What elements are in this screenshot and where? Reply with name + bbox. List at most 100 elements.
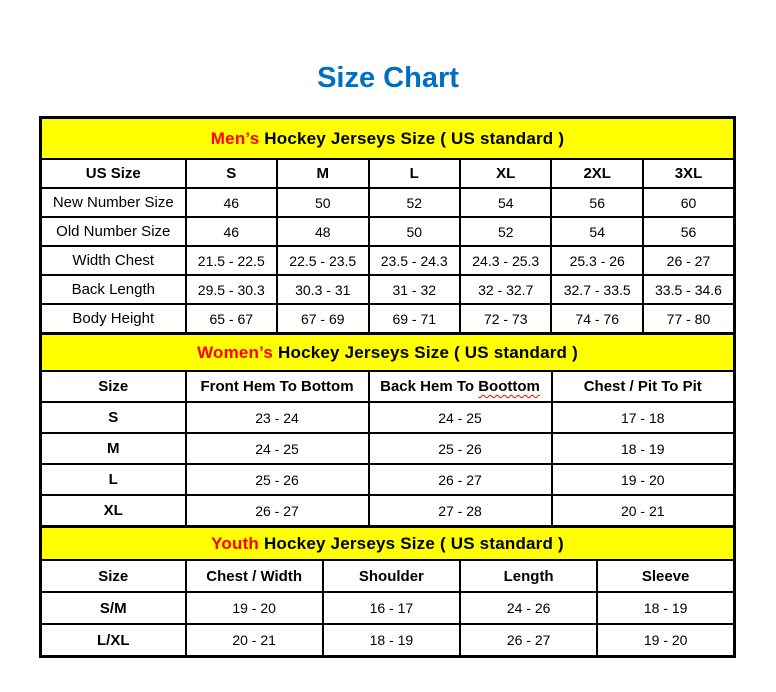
row-label: Old Number Size (39, 216, 187, 247)
size-value-cell: 50 (367, 216, 461, 247)
size-value-cell: 31 - 32 (367, 274, 461, 305)
mens-section-highlight: Men’s (210, 128, 260, 148)
youth-section-highlight: Youth (211, 533, 260, 553)
column-header: Sleeve (596, 559, 736, 593)
table-row: Body Height 65 - 67 67 - 69 69 - 71 72 - 73 7… (39, 303, 736, 335)
column-header: M (276, 158, 370, 189)
size-value-cell: 32.7 - 33.5 (550, 274, 644, 305)
row-label: L/XL (39, 623, 187, 658)
size-value-cell: 18 - 19 (596, 591, 736, 625)
size-value-cell: 52 (367, 187, 461, 218)
size-value-cell: 22.5 - 23.5 (276, 245, 370, 276)
column-header: Size (39, 370, 187, 403)
size-value-cell: 33.5 - 34.6 (641, 274, 736, 305)
page-title: Size Chart (317, 62, 459, 94)
table-row: S/M 19 - 20 16 - 17 24 - 26 18 - 19 (39, 591, 736, 625)
womens-size-table: Women’s Hockey Jerseys Size ( US standar… (39, 332, 736, 528)
youth-section-rest: Hockey Jerseys Size ( US standard ) (259, 533, 564, 553)
size-value-cell: 69 - 71 (367, 303, 461, 335)
size-value-cell: 25 - 26 (367, 432, 553, 465)
size-value-cell: 18 - 19 (550, 432, 736, 465)
youth-header-row: Size Chest / Width Shoulder Length Sleeve (39, 559, 736, 593)
mens-size-table: Men’s Hockey Jerseys Size ( US standard … (39, 116, 736, 335)
size-value-cell: 48 (276, 216, 370, 247)
table-row: Old Number Size 46 48 50 52 54 56 (39, 216, 736, 247)
table-row: New Number Size 46 50 52 54 56 60 (39, 187, 736, 218)
size-value-cell: 72 - 73 (458, 303, 553, 335)
table-row: XL 26 - 27 27 - 28 20 - 21 (39, 494, 736, 528)
row-label: Body Height (39, 303, 187, 335)
size-value-cell: 17 - 18 (550, 401, 736, 434)
size-value-cell: 46 (184, 216, 279, 247)
size-value-cell: 16 - 17 (321, 591, 462, 625)
column-header: Front Hem To Bottom (184, 370, 370, 403)
row-label: S (39, 401, 187, 434)
size-value-cell: 24 - 25 (367, 401, 553, 434)
size-value-cell: 23 - 24 (184, 401, 370, 434)
size-value-cell: 29.5 - 30.3 (184, 274, 279, 305)
womens-header-row: Size Front Hem To Bottom Back Hem To Boott… (39, 370, 736, 403)
mens-section-title: Men’s Hockey Jerseys Size ( US standard … (39, 116, 736, 160)
column-header: Back Hem To Boottom (367, 370, 553, 403)
size-value-cell: 23.5 - 24.3 (367, 245, 461, 276)
size-value-cell: 19 - 20 (184, 591, 324, 625)
size-value-cell: 54 (458, 187, 553, 218)
size-value-cell: 46 (184, 187, 279, 218)
size-value-cell: 56 (550, 187, 644, 218)
row-label: Width Chest (39, 245, 187, 276)
youth-size-table: Youth Hockey Jerseys Size ( US standard … (39, 525, 736, 658)
youth-section-title: Youth Hockey Jerseys Size ( US standard … (39, 525, 736, 561)
column-header: Shoulder (321, 559, 462, 593)
column-header: 3XL (641, 158, 736, 189)
table-row: Back Length 29.5 - 30.3 30.3 - 31 31 - 32 32… (39, 274, 736, 305)
size-value-cell: 26 - 27 (184, 494, 370, 528)
column-header: Size (39, 559, 187, 593)
size-value-cell: 24 - 25 (184, 432, 370, 465)
size-value-cell: 67 - 69 (276, 303, 370, 335)
womens-section-highlight: Women’s (197, 342, 274, 362)
size-value-cell: 32 - 32.7 (458, 274, 553, 305)
table-row: Width Chest 21.5 - 22.5 22.5 - 23.5 23.5 - … (39, 245, 736, 276)
size-value-cell: 60 (641, 187, 736, 218)
size-value-cell: 21.5 - 22.5 (184, 245, 279, 276)
row-label: L (39, 463, 187, 496)
row-label: S/M (39, 591, 187, 625)
size-value-cell: 26 - 27 (367, 463, 553, 496)
mens-section-row: Men’s Hockey Jerseys Size ( US standard … (39, 116, 736, 160)
column-header: Chest / Pit To Pit (550, 370, 736, 403)
size-value-cell: 27 - 28 (367, 494, 553, 528)
size-value-cell: 25 - 26 (184, 463, 370, 496)
column-header: US Size (39, 158, 187, 189)
size-value-cell: 52 (458, 216, 553, 247)
table-row: S 23 - 24 24 - 25 17 - 18 (39, 401, 736, 434)
column-header: XL (458, 158, 553, 189)
size-value-cell: 30.3 - 31 (276, 274, 370, 305)
column-header: S (184, 158, 279, 189)
size-value-cell: 26 - 27 (641, 245, 736, 276)
size-value-cell: 24.3 - 25.3 (458, 245, 553, 276)
mens-header-row: US Size S M L XL 2XL 3XL (39, 158, 736, 189)
womens-section-row: Women’s Hockey Jerseys Size ( US standar… (39, 332, 736, 372)
size-value-cell: 20 - 21 (184, 623, 324, 658)
size-value-cell: 18 - 19 (321, 623, 462, 658)
table-row: L 25 - 26 26 - 27 19 - 20 (39, 463, 736, 496)
youth-section-row: Youth Hockey Jerseys Size ( US standard … (39, 525, 736, 561)
table-row: M 24 - 25 25 - 26 18 - 19 (39, 432, 736, 465)
womens-section-title: Women’s Hockey Jerseys Size ( US standar… (39, 332, 736, 372)
size-value-cell: 25.3 - 26 (550, 245, 644, 276)
column-header: Length (458, 559, 599, 593)
column-header: 2XL (550, 158, 644, 189)
size-value-cell: 20 - 21 (550, 494, 736, 528)
size-chart-tables: Men’s Hockey Jerseys Size ( US standard … (39, 116, 736, 658)
row-label: M (39, 432, 187, 465)
size-value-cell: 26 - 27 (458, 623, 599, 658)
size-value-cell: 54 (550, 216, 644, 247)
row-label: Back Length (39, 274, 187, 305)
size-value-cell: 65 - 67 (184, 303, 279, 335)
size-value-cell: 50 (276, 187, 370, 218)
size-value-cell: 56 (641, 216, 736, 247)
size-value-cell: 19 - 20 (596, 623, 736, 658)
womens-section-rest: Hockey Jerseys Size ( US standard ) (273, 342, 578, 362)
row-label: New Number Size (39, 187, 187, 218)
size-value-cell: 24 - 26 (458, 591, 599, 625)
